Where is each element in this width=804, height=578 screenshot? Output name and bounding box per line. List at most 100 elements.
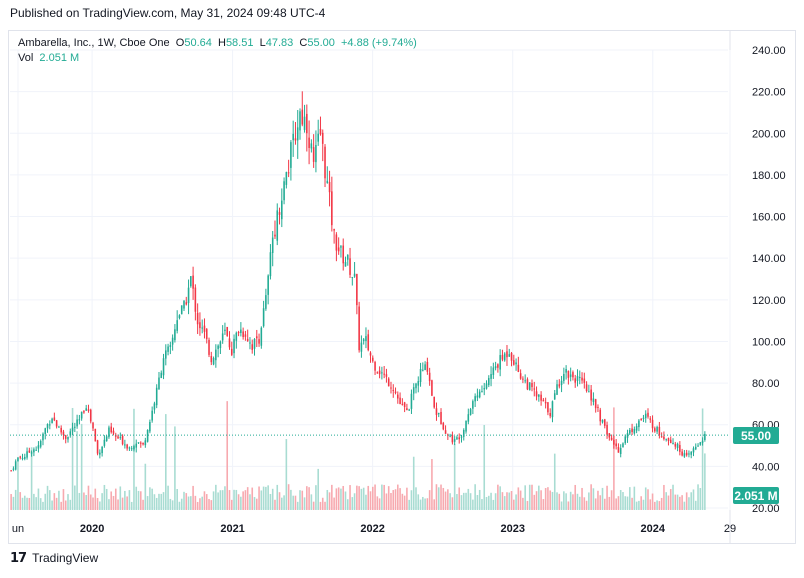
candle-body bbox=[583, 378, 586, 383]
candle-body bbox=[497, 364, 499, 368]
candle-body bbox=[324, 146, 326, 179]
volume-bar bbox=[558, 493, 561, 510]
volume-bar bbox=[462, 492, 465, 510]
volume-bar bbox=[406, 487, 408, 510]
volume-bar bbox=[126, 496, 128, 510]
candle-body bbox=[169, 345, 172, 347]
volume-bar bbox=[44, 493, 47, 510]
volume-bar bbox=[26, 497, 28, 510]
volume-badge-label: 2.051 M bbox=[734, 489, 777, 503]
symbol-title[interactable]: Ambarella, Inc., 1W, Cboe One bbox=[18, 37, 170, 49]
candle-body bbox=[392, 389, 395, 392]
volume-bar bbox=[533, 494, 536, 510]
volume-bar bbox=[35, 497, 37, 510]
candle-body bbox=[478, 391, 481, 398]
volume-bar bbox=[292, 495, 294, 510]
volume-bar bbox=[633, 486, 636, 510]
tradingview-logo-icon[interactable]: 𝟭𝟳 bbox=[10, 550, 27, 565]
volume-label[interactable]: Vol bbox=[18, 52, 34, 64]
volume-bar bbox=[39, 498, 42, 510]
candle-body bbox=[308, 137, 310, 149]
volume-bar bbox=[119, 486, 122, 510]
volume-bar bbox=[324, 501, 326, 510]
candle-body bbox=[503, 353, 506, 361]
volume-bar bbox=[142, 499, 144, 510]
volume-bar bbox=[601, 487, 604, 510]
volume-bar bbox=[149, 487, 151, 510]
candle-body bbox=[435, 408, 438, 415]
volume-bar bbox=[531, 484, 533, 510]
candle-body bbox=[467, 414, 470, 422]
candle-body bbox=[465, 420, 467, 432]
candle-body bbox=[622, 443, 624, 448]
candle-body bbox=[667, 438, 670, 441]
candle-body bbox=[699, 442, 702, 445]
candle-body bbox=[469, 409, 472, 415]
candle-body bbox=[576, 376, 579, 381]
candle-body bbox=[360, 342, 363, 352]
volume-bar bbox=[440, 484, 442, 510]
volume-bar bbox=[240, 496, 242, 510]
candle-body bbox=[578, 377, 581, 379]
volume-bar bbox=[669, 489, 672, 510]
price-axis[interactable]: 240.00 220.00 200.00 180.00 160.00 140.00 120.… bbox=[752, 45, 786, 515]
volume-bar bbox=[544, 488, 547, 510]
candle-body bbox=[62, 431, 65, 435]
candle-body bbox=[80, 411, 83, 419]
candle-body bbox=[658, 426, 661, 436]
y-tick-label: 200.00 bbox=[752, 128, 786, 140]
volume-bar bbox=[506, 492, 508, 510]
candle-body bbox=[228, 338, 231, 348]
candle-body bbox=[262, 308, 265, 327]
candle-body bbox=[381, 372, 383, 374]
volume-bar bbox=[208, 499, 210, 510]
volume-bar bbox=[294, 495, 297, 510]
volume-bar bbox=[185, 493, 188, 510]
volume-bar bbox=[503, 496, 506, 510]
candle-body bbox=[292, 133, 294, 141]
candle-body bbox=[626, 433, 629, 438]
candle-body bbox=[431, 380, 433, 396]
candle-body bbox=[563, 373, 565, 381]
candle-body bbox=[501, 354, 504, 360]
volume-bar bbox=[265, 486, 267, 510]
volume-bar bbox=[165, 414, 167, 510]
volume-bar bbox=[78, 492, 81, 510]
candle-body bbox=[606, 424, 608, 435]
candle-body bbox=[315, 145, 317, 163]
candle-body bbox=[506, 351, 508, 358]
candle-body bbox=[449, 435, 451, 437]
candle-body bbox=[462, 429, 465, 437]
candle-body bbox=[533, 388, 536, 390]
candle-body bbox=[312, 147, 315, 162]
volume-bar bbox=[46, 485, 49, 510]
volume-bar bbox=[226, 401, 229, 510]
candle-body bbox=[683, 453, 686, 457]
candle-body bbox=[46, 424, 49, 429]
volume-bar bbox=[262, 486, 265, 510]
volume-bar bbox=[19, 492, 22, 510]
candle-body bbox=[276, 210, 279, 241]
candle-body bbox=[317, 133, 319, 142]
candle-body bbox=[153, 403, 156, 410]
candle-body bbox=[508, 354, 511, 357]
volume-bar bbox=[387, 486, 390, 510]
candle-body bbox=[688, 453, 690, 455]
time-axis[interactable]: un 2020 2021 2022 2023 2024 29 bbox=[12, 523, 736, 535]
candle-body bbox=[472, 401, 474, 409]
volume-bar bbox=[485, 497, 488, 510]
x-tick-label: 2022 bbox=[360, 523, 384, 535]
volume-bar bbox=[235, 489, 238, 510]
candle-body bbox=[419, 368, 422, 382]
candle-body bbox=[629, 430, 631, 434]
candle-body bbox=[178, 315, 181, 319]
candle-body bbox=[117, 436, 119, 439]
volume-bar bbox=[74, 485, 76, 510]
volume-bar bbox=[365, 494, 367, 510]
footer-brand[interactable]: TradingView bbox=[32, 551, 99, 565]
candle-body bbox=[233, 338, 235, 354]
volume-bar bbox=[180, 498, 183, 510]
volume-bar bbox=[362, 487, 365, 510]
candle-body bbox=[331, 191, 333, 226]
